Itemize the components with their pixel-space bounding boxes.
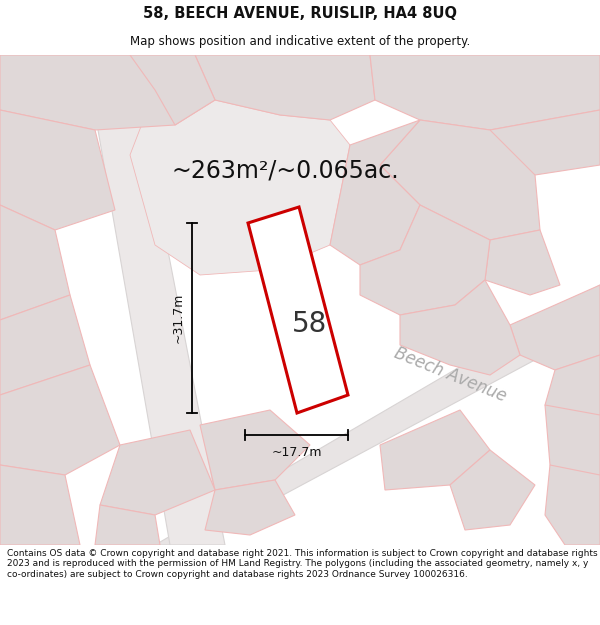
Polygon shape: [85, 55, 225, 545]
Text: 58: 58: [292, 311, 328, 339]
Polygon shape: [200, 410, 310, 490]
Polygon shape: [510, 285, 600, 370]
Polygon shape: [490, 110, 600, 175]
Polygon shape: [380, 120, 540, 240]
Text: Beech Avenue: Beech Avenue: [391, 344, 509, 406]
Polygon shape: [0, 365, 120, 475]
Polygon shape: [545, 405, 600, 485]
Polygon shape: [370, 55, 600, 130]
Polygon shape: [205, 480, 295, 535]
Polygon shape: [95, 505, 160, 545]
Polygon shape: [0, 295, 90, 395]
Text: ~31.7m: ~31.7m: [172, 292, 185, 343]
Polygon shape: [0, 110, 115, 230]
Polygon shape: [155, 285, 600, 545]
Text: 58, BEECH AVENUE, RUISLIP, HA4 8UQ: 58, BEECH AVENUE, RUISLIP, HA4 8UQ: [143, 6, 457, 21]
Polygon shape: [130, 90, 350, 275]
Polygon shape: [545, 355, 600, 425]
Polygon shape: [450, 450, 535, 530]
Polygon shape: [100, 430, 215, 515]
Text: ~263m²/~0.065ac.: ~263m²/~0.065ac.: [171, 158, 399, 182]
Polygon shape: [485, 230, 560, 295]
Text: Map shows position and indicative extent of the property.: Map shows position and indicative extent…: [130, 35, 470, 48]
Text: Contains OS data © Crown copyright and database right 2021. This information is : Contains OS data © Crown copyright and d…: [7, 549, 598, 579]
Text: ~17.7m: ~17.7m: [271, 446, 322, 459]
Polygon shape: [0, 465, 80, 545]
Polygon shape: [330, 120, 420, 265]
Polygon shape: [130, 55, 215, 125]
Polygon shape: [248, 207, 348, 413]
Polygon shape: [380, 410, 490, 490]
Polygon shape: [0, 55, 215, 130]
Polygon shape: [400, 280, 520, 375]
Polygon shape: [0, 205, 70, 320]
Polygon shape: [195, 55, 375, 120]
Polygon shape: [360, 205, 490, 315]
Polygon shape: [545, 465, 600, 545]
